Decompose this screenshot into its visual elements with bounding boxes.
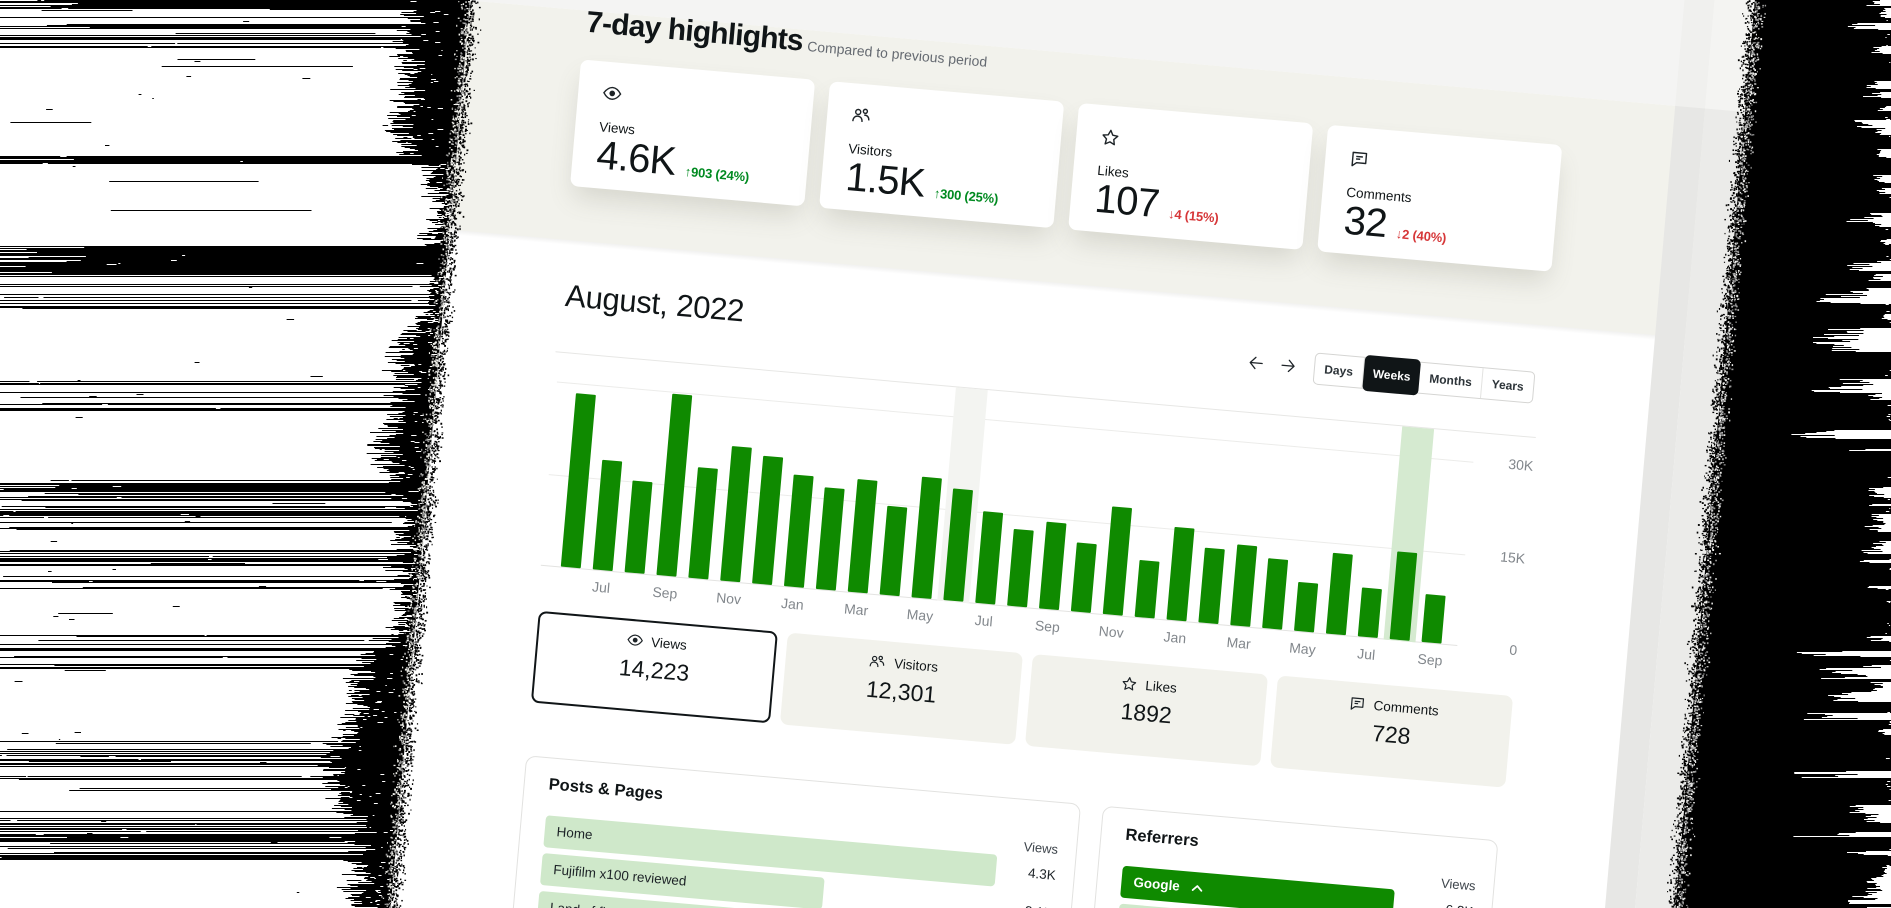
chart-bar-oct-2020[interactable] <box>688 466 719 579</box>
chart-gridline <box>548 473 1466 555</box>
highlight-card-value: 4.6K <box>595 132 678 184</box>
chart-bar-apr-2021[interactable] <box>879 505 908 596</box>
chart-bar-mar-2021[interactable] <box>847 478 878 593</box>
chart-gridline <box>556 381 1474 463</box>
x-axis-label: May <box>906 605 935 624</box>
x-axis-label: May <box>1288 638 1317 658</box>
chart-bar-dec-2020[interactable] <box>752 455 784 585</box>
chart-bar-jun-2022[interactable] <box>1326 552 1354 635</box>
interval-tab-weeks[interactable]: Weeks <box>1362 354 1422 396</box>
chart-period-title: August, 2022 <box>564 277 746 328</box>
y-axis-label: 15K <box>1499 547 1527 566</box>
x-axis-label: Jul <box>1356 644 1377 663</box>
posts-pages-title: Posts & Pages <box>548 774 664 803</box>
list-row-label: Google <box>1132 866 1205 904</box>
summary-tab-label: Likes <box>1144 677 1178 696</box>
chart-bar-jul-2022[interactable] <box>1357 586 1383 638</box>
people-icon <box>870 654 886 668</box>
chart-bar-oct-2021[interactable] <box>1071 542 1097 613</box>
x-axis-label: Jul <box>974 611 994 629</box>
summary-tab-label: Views <box>650 634 688 653</box>
highlight-card-delta: ↑300 (25%) <box>933 185 999 206</box>
highlight-card-value: 1.5K <box>844 154 927 206</box>
highlight-card-delta: ↓4 (15%) <box>1167 205 1220 226</box>
stats-page: 7-day highlights Compared to previous pe… <box>372 0 1758 908</box>
chart-bar-aug-2020[interactable] <box>624 479 653 574</box>
chart-bar-jan-2021[interactable] <box>784 474 814 588</box>
summary-tab-label: Visitors <box>893 655 939 675</box>
list-row-value: 2.1K <box>1024 895 1054 908</box>
x-axis-label: Sep <box>651 583 679 602</box>
highlight-card-comments[interactable]: Comments 32 ↓2 (40%) <box>1317 124 1563 272</box>
summary-tab-visitors[interactable]: Visitors 12,301 <box>780 632 1024 745</box>
interval-tabs: Days Weeks Months Years <box>1312 352 1536 404</box>
y-axis-label: 0 <box>1508 641 1519 658</box>
summary-tab-comments[interactable]: Comments 728 <box>1270 674 1514 788</box>
highlight-card-delta: ↓2 (40%) <box>1395 225 1447 245</box>
highlight-card-value: 32 <box>1342 198 1389 246</box>
x-axis-label: Jul <box>591 577 611 596</box>
eye-icon <box>626 633 644 646</box>
chart-bar-apr-2022[interactable] <box>1262 557 1289 630</box>
interval-tab-months[interactable]: Months <box>1418 362 1484 398</box>
chart-bar-may-2021[interactable] <box>911 476 943 599</box>
chart-bar-dec-2021[interactable] <box>1134 559 1160 618</box>
chart-bar-sep-2022[interactable] <box>1421 593 1446 644</box>
chart-bar-jul-2020[interactable] <box>592 459 623 571</box>
x-axis-label: Nov <box>1098 622 1125 641</box>
x-axis-label: Mar <box>1226 633 1252 652</box>
chart-bar-jan-2022[interactable] <box>1166 526 1195 621</box>
chart-bar-jun-2020[interactable] <box>560 392 597 568</box>
list-row-value: 6.2K <box>1444 894 1474 908</box>
highlight-card-visitors[interactable]: Visitors 1.5K ↑300 (25%) <box>819 80 1065 228</box>
summary-tab-views[interactable]: Views 14,223 <box>531 610 779 723</box>
list-row-google[interactable]: Google 6.2K <box>1120 865 1474 908</box>
y-axis-label: 30K <box>1507 455 1535 474</box>
chart-bar-jul-2021[interactable] <box>975 510 1004 605</box>
people-icon <box>852 107 871 123</box>
x-axis-label: Sep <box>1417 650 1444 669</box>
star-icon <box>1101 128 1120 146</box>
chart-nav <box>1247 353 1298 375</box>
summary-tab-likes[interactable]: Likes 1892 <box>1025 653 1269 766</box>
referrers-views-header: Views <box>1440 875 1477 893</box>
list-row-label: Fujifilm x100 reviewed <box>552 861 688 889</box>
chart-bar-mar-2022[interactable] <box>1230 544 1258 627</box>
chart-bar-aug-2021[interactable] <box>1007 528 1034 607</box>
list-row-label: Home <box>556 823 594 842</box>
posts-pages-card: Posts & Pages Views Home 4.3K Fujifilm x10… <box>489 754 1082 908</box>
previous-period-arrow-icon[interactable] <box>1247 353 1267 373</box>
chart-bar-feb-2022[interactable] <box>1198 547 1226 624</box>
chart-bar-sep-2021[interactable] <box>1039 520 1067 610</box>
x-axis-label: Sep <box>1034 616 1061 635</box>
summary-tab-label: Comments <box>1373 697 1440 719</box>
comment-icon <box>1350 696 1365 711</box>
highlight-card-delta: ↑903 (24%) <box>684 163 750 184</box>
interval-tab-days[interactable]: Days <box>1313 353 1365 388</box>
eye-icon <box>602 85 622 101</box>
x-axis-label: Jan <box>1163 627 1188 646</box>
star-icon <box>1121 676 1137 691</box>
highlight-card-views[interactable]: Views 4.6K ↑903 (24%) <box>570 58 816 206</box>
x-axis-label: Jan <box>780 594 805 613</box>
chart-bar-nov-2020[interactable] <box>720 445 753 582</box>
views-bar-chart: 0 15K 30K Jul Sep Nov Jan Mar May Jul Sep Nov Jan Mar… <box>540 353 1534 668</box>
chart-bar-sep-2020[interactable] <box>656 393 693 577</box>
chart-bar-feb-2021[interactable] <box>816 487 845 591</box>
referrers-card: Referrers Views Google 6.2K <box>1066 805 1499 908</box>
highlight-card-value: 107 <box>1093 176 1162 226</box>
referrers-title: Referrers <box>1124 825 1200 850</box>
x-axis-label: Nov <box>715 588 742 607</box>
chart-bar-may-2022[interactable] <box>1294 581 1319 632</box>
list-row-value: 4.3K <box>1027 864 1057 883</box>
interval-tab-years[interactable]: Years <box>1491 376 1525 394</box>
posts-pages-views-header: Views <box>1023 838 1059 857</box>
next-period-arrow-icon[interactable] <box>1278 356 1298 376</box>
highlight-card-likes[interactable]: Likes 107 ↓4 (15%) <box>1068 102 1314 250</box>
chevron-up-icon[interactable] <box>1189 880 1204 895</box>
comment-icon <box>1351 151 1368 168</box>
x-axis-label: Mar <box>843 599 870 618</box>
